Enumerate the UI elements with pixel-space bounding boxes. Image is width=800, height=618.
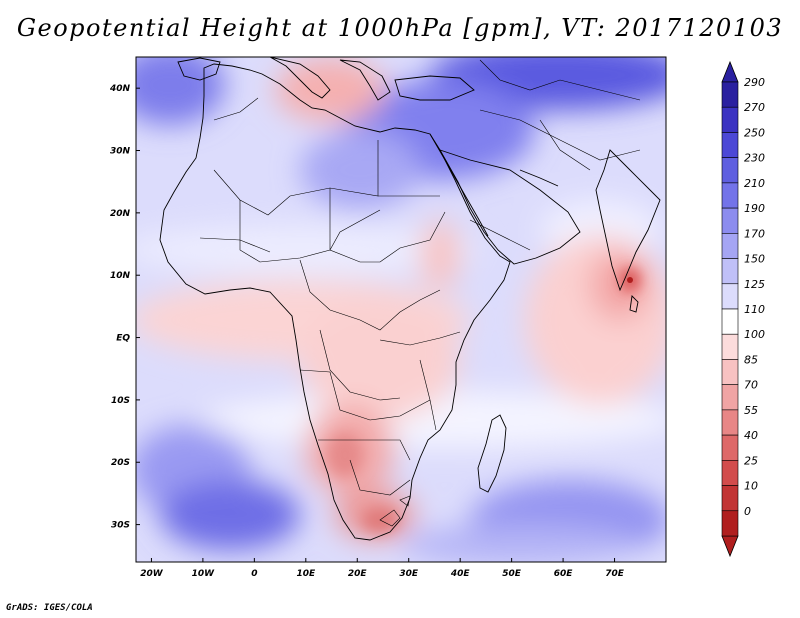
colorbar-swatch (721, 81, 739, 108)
latitude-axis: 40N 30N 20N 10N EQ 10S 20S 30S (109, 84, 140, 531)
colorbar-label: 190 (744, 202, 765, 215)
colorbar-label: 170 (744, 227, 765, 240)
colorbar-label: 290 (744, 76, 765, 89)
lat-tick-label: 30N (110, 147, 131, 157)
colorbar-swatch (721, 233, 739, 259)
lat-tick-label: 10S (111, 396, 130, 406)
coastlines (159, 57, 661, 541)
lon-tick-label: 50E (502, 569, 522, 579)
colorbar-swatch (721, 258, 739, 285)
colorbar-swatch (721, 384, 739, 411)
colorbar-label: 110 (744, 303, 765, 316)
colorbar-label: 150 (744, 253, 765, 266)
longitude-axis: 20W 10W 0 10E 20E 30E 40E 50E 60E 70E (140, 558, 625, 579)
colorbar-label: 210 (744, 177, 765, 190)
colorbar-swatch (721, 359, 739, 385)
lat-tick-label: 10N (110, 271, 131, 281)
lon-tick-label: 70E (605, 569, 625, 579)
colorbar-swatch (721, 485, 739, 512)
colorbar-swatch (721, 182, 739, 209)
colorbar-swatch (721, 157, 739, 184)
lon-tick-label: 20W (140, 569, 164, 579)
colorbar-swatch (721, 308, 739, 335)
lon-tick-label: 10W (192, 569, 216, 579)
lat-tick-label: 20S (111, 458, 130, 468)
colorbar-swatch (721, 207, 739, 234)
colorbar-label: 100 (744, 328, 765, 341)
colorbar-label: 0 (744, 505, 751, 518)
height-field (136, 57, 666, 562)
colorbar-label: 55 (744, 404, 758, 417)
lat-tick-label: EQ (116, 334, 130, 344)
lon-tick-label: 0 (251, 569, 257, 579)
colorbar-label: 70 (744, 379, 758, 392)
colorbar-swatch (721, 409, 739, 436)
map-title: Geopotential Height at 1000hPa [gpm], VT… (16, 14, 784, 42)
colorbar-label: 10 (744, 480, 758, 493)
lat-tick-label: 40N (109, 84, 131, 94)
plot-frame (135, 56, 667, 563)
lon-tick-label: 20E (348, 569, 368, 579)
colorbar-bottom-arrow (721, 535, 739, 558)
credit-text: GrADS: IGES/COLA (6, 603, 93, 613)
lon-tick-label: 30E (399, 569, 419, 579)
colorbar-swatch (721, 333, 739, 360)
colorbar: 2902702502302101901701501251101008570554… (721, 60, 765, 558)
lon-tick-label: 60E (554, 569, 574, 579)
colorbar-swatch (721, 132, 739, 158)
colorbar-label: 250 (744, 126, 765, 139)
colorbar-swatch (721, 460, 739, 486)
lon-tick-label: 10E (296, 569, 316, 579)
colorbar-label: 125 (744, 278, 765, 291)
colorbar-label: 270 (744, 101, 765, 114)
colorbar-label: 85 (744, 353, 758, 366)
colorbar-swatch (721, 106, 739, 133)
lat-tick-label: 20N (110, 209, 131, 219)
lat-tick-label: 30S (111, 521, 130, 531)
lon-tick-label: 40E (450, 569, 471, 579)
colorbar-label: 40 (744, 429, 758, 442)
colorbar-top-arrow (721, 60, 739, 83)
colorbar-swatch (721, 434, 739, 461)
colorbar-label: 230 (744, 152, 765, 165)
colorbar-label: 25 (744, 454, 758, 467)
colorbar-swatch (721, 283, 739, 310)
colorbar-swatch (721, 510, 739, 537)
political-borders (199, 59, 641, 527)
